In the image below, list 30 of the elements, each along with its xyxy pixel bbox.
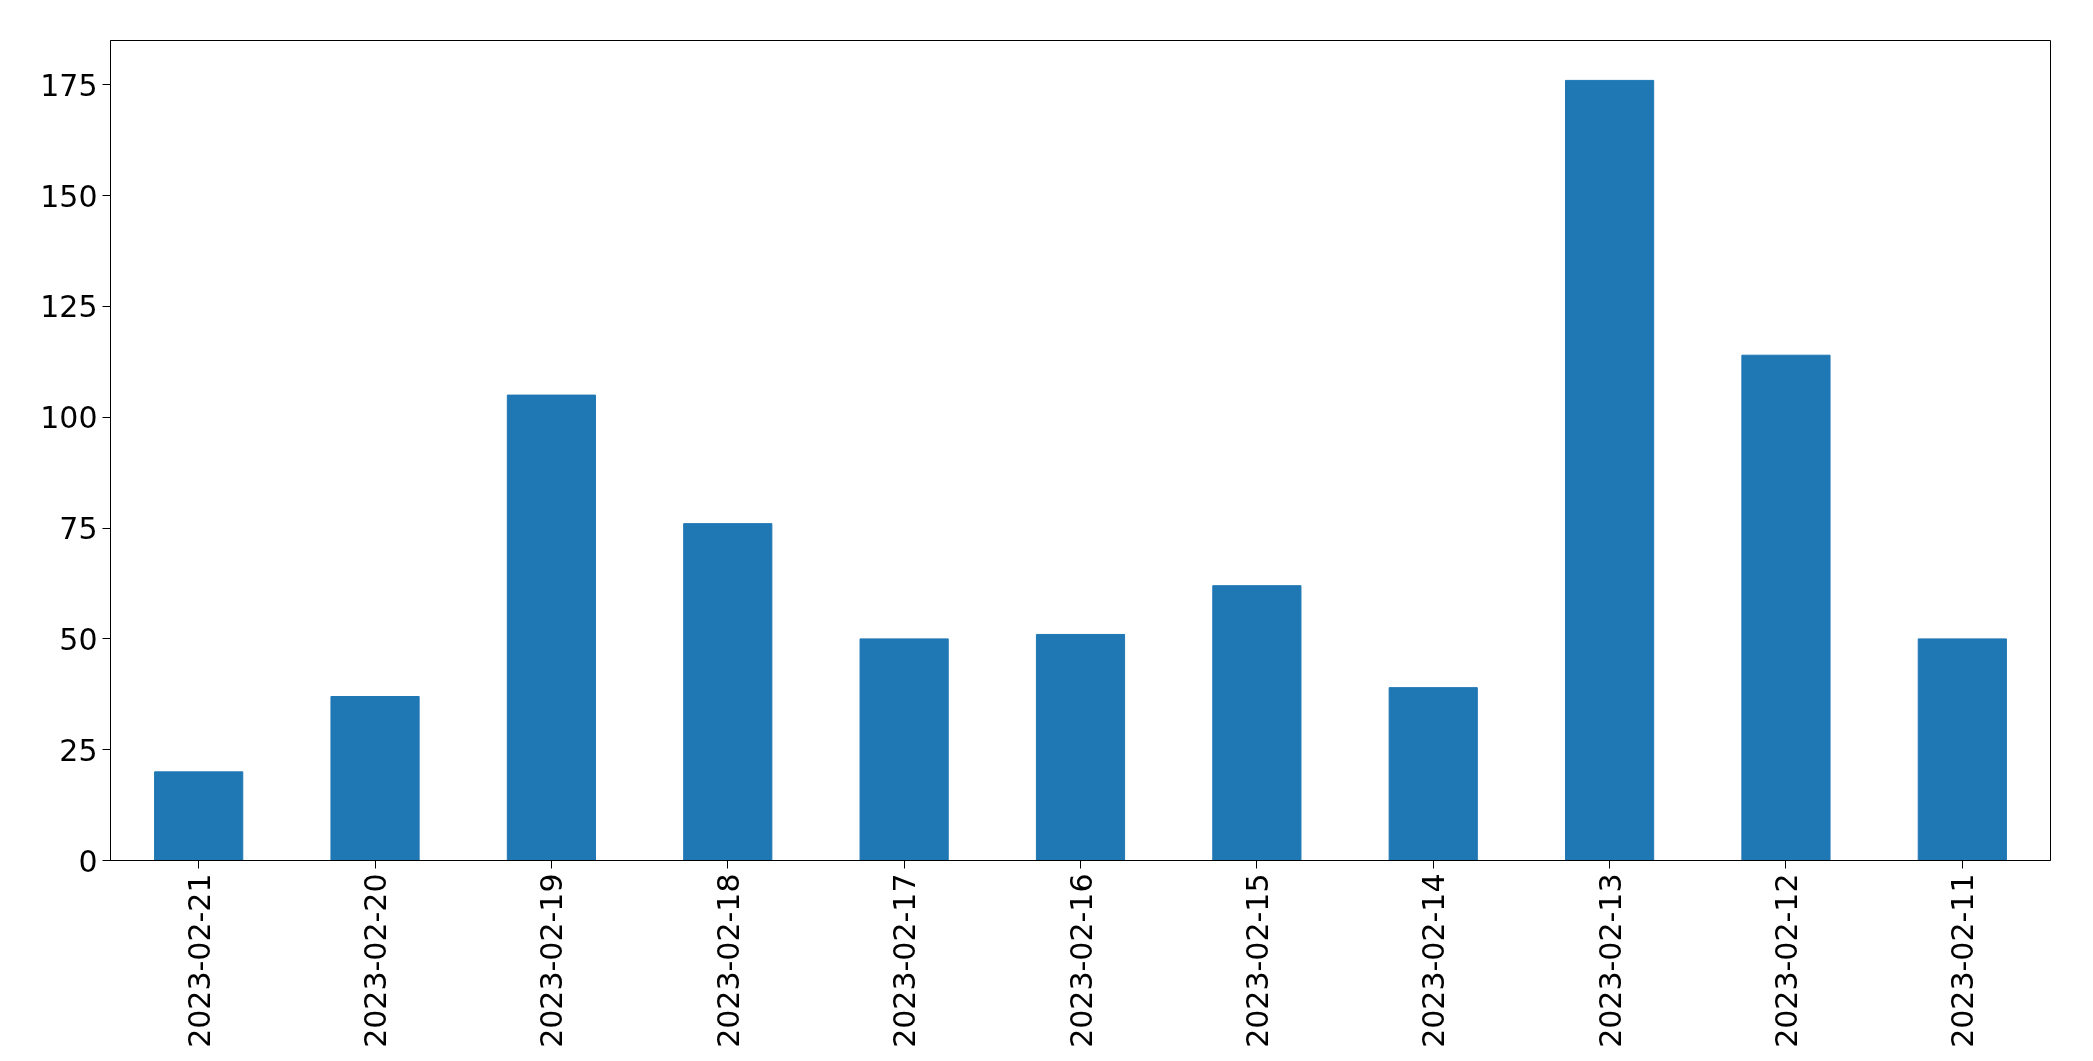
- x-tick-label: 2023-02-13: [1592, 873, 1628, 1048]
- y-tick-label: 75: [59, 511, 98, 547]
- x-tick-label: 2023-02-12: [1768, 873, 1804, 1048]
- y-tick-label: 125: [40, 289, 98, 325]
- x-tick-label: 2023-02-11: [1945, 873, 1981, 1048]
- bar: [506, 394, 596, 861]
- y-tick-label: 50: [59, 621, 98, 657]
- bar: [1212, 585, 1302, 861]
- bar: [1917, 638, 2007, 861]
- bar: [859, 638, 949, 861]
- y-tick-label: 100: [40, 400, 98, 436]
- x-tick-label: 2023-02-18: [710, 873, 746, 1048]
- bar: [683, 523, 773, 861]
- x-tick-label: 2023-02-16: [1063, 873, 1099, 1048]
- x-tick-label: 2023-02-17: [887, 873, 923, 1048]
- bar: [1565, 79, 1655, 861]
- x-tick-label: 2023-02-15: [1239, 873, 1275, 1048]
- bar: [1388, 687, 1478, 861]
- bar: [154, 771, 244, 861]
- x-tick-label: 2023-02-19: [534, 873, 570, 1048]
- y-tick-label: 175: [40, 67, 98, 103]
- y-tick-label: 25: [59, 732, 98, 768]
- y-tick-label: 0: [78, 843, 98, 879]
- y-tick-label: 150: [40, 178, 98, 214]
- x-tick-label: 2023-02-20: [358, 873, 394, 1048]
- bar: [1741, 354, 1831, 861]
- x-tick-label: 2023-02-14: [1416, 873, 1452, 1048]
- bar: [330, 696, 420, 861]
- x-tick-label: 2023-02-21: [181, 873, 217, 1048]
- bar: [1035, 633, 1126, 861]
